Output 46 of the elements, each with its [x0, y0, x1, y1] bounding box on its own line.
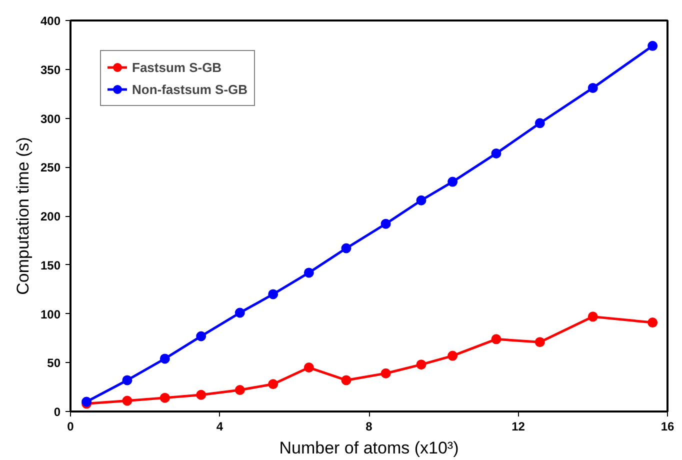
y-tick-label: 150 [40, 258, 61, 272]
x-tick-label: 0 [67, 420, 74, 434]
point [268, 289, 278, 300]
point [448, 176, 458, 187]
y-tick-label: 350 [40, 62, 61, 77]
x-tick-label: 4 [216, 420, 224, 434]
y-tick-label: 400 [40, 14, 61, 28]
y-tick-label: 200 [40, 210, 61, 224]
y-tick-label: 0 [54, 405, 61, 419]
point [416, 360, 426, 370]
point [588, 312, 598, 322]
point [448, 350, 458, 361]
point [160, 354, 170, 364]
point [196, 331, 206, 342]
point [268, 379, 278, 390]
point [196, 390, 206, 400]
point [122, 396, 132, 406]
x-tick-label: 8 [366, 420, 373, 434]
x-tick-label: 12 [512, 420, 526, 434]
point [304, 268, 314, 278]
point [534, 337, 545, 348]
point [648, 40, 658, 51]
point [648, 318, 658, 328]
y-tick-label: 100 [40, 307, 61, 322]
point [491, 148, 502, 158]
y-axis-title: Computation time (s) [13, 137, 32, 295]
point [491, 334, 502, 344]
point [380, 368, 391, 378]
x-axis-title: Number of atoms (x10³) [279, 438, 459, 458]
point [234, 308, 245, 318]
point [122, 375, 132, 386]
y-tick-label: 50 [47, 356, 61, 370]
x-tick-label: 16 [660, 420, 674, 434]
legend-label: Non-fastsum S-GB [132, 82, 248, 96]
point [534, 118, 545, 128]
y-tick-label: 300 [40, 112, 61, 126]
legend-label: Fastsum S-GB [132, 60, 222, 74]
point [416, 195, 426, 206]
point [341, 375, 352, 386]
point [341, 243, 352, 254]
point [234, 385, 245, 395]
point [588, 82, 598, 93]
y-tick-label: 250 [40, 160, 61, 175]
point [380, 218, 391, 229]
point [304, 362, 314, 373]
point [160, 392, 170, 403]
